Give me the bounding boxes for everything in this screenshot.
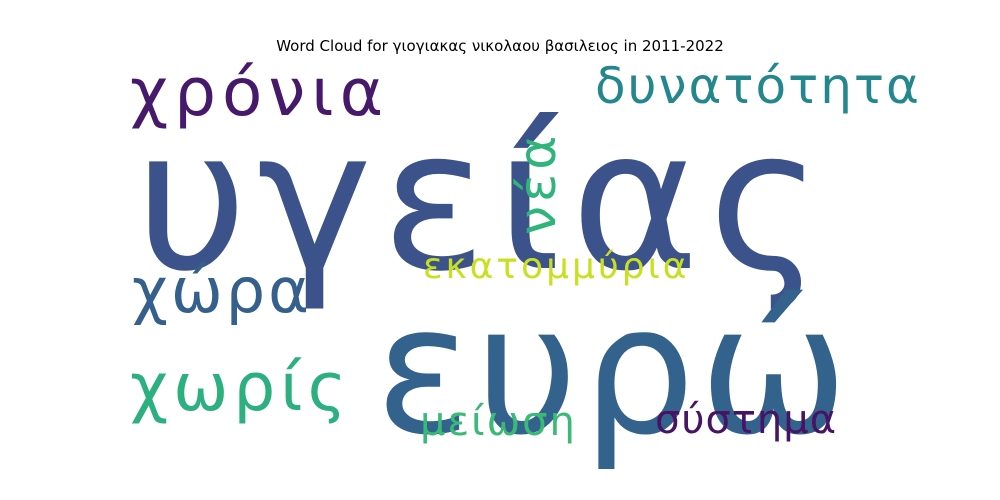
word-8: χωρίς <box>130 349 351 426</box>
word-10: σύστημα <box>655 397 837 443</box>
word-9: μείωση <box>420 399 577 445</box>
chart-title: Word Cloud for γιογιακας νικολαου βασιλε… <box>276 37 724 55</box>
word-5: νέα <box>508 132 568 235</box>
word-4: δυνατότητα <box>595 57 921 115</box>
word-6: χώρα <box>132 254 312 327</box>
word-7: εκατομμύρια <box>423 246 690 287</box>
word-2: ευρώ <box>375 267 852 474</box>
word-1: υγείας <box>135 87 832 314</box>
word-3: χρόνια <box>130 54 389 131</box>
